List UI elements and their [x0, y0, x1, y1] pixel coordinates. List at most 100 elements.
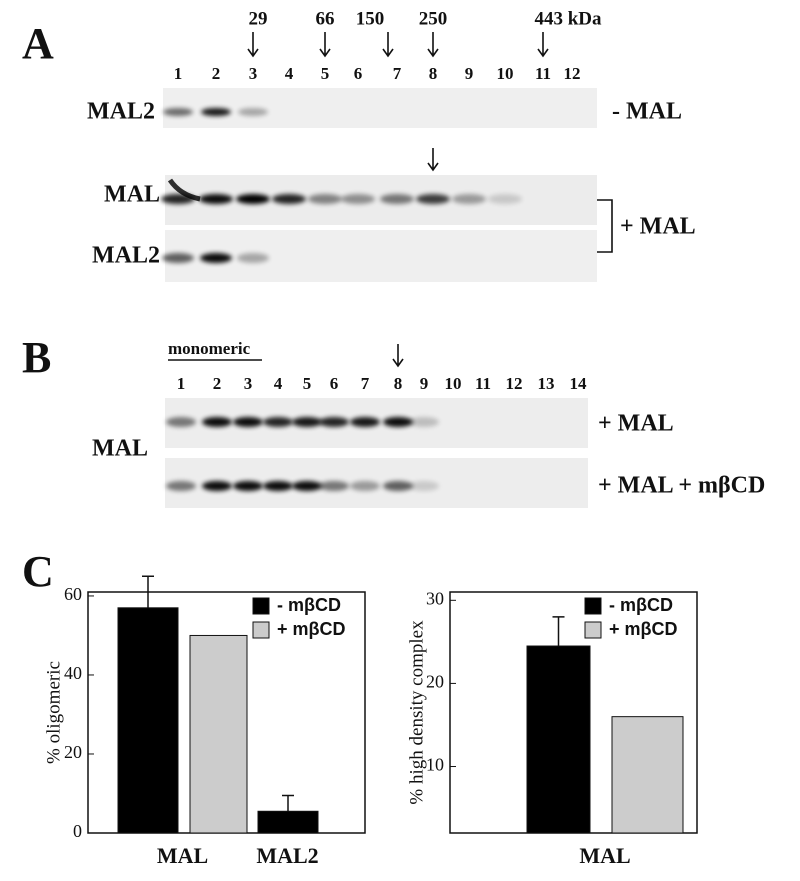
- monomeric-label: monomeric: [168, 339, 251, 358]
- band: [350, 481, 380, 491]
- y-tick-label: 10: [426, 755, 444, 775]
- blot: [165, 230, 597, 282]
- condition-label: + MAL + mβCD: [598, 473, 765, 499]
- band: [202, 481, 232, 491]
- y-tick-label: 40: [64, 663, 82, 683]
- band: [202, 417, 232, 427]
- error-bar: [282, 794, 294, 812]
- lane-label: 10: [445, 374, 462, 393]
- band: [409, 417, 439, 427]
- band: [409, 481, 439, 491]
- error-bar: [552, 616, 565, 647]
- band: [162, 253, 194, 263]
- legend-swatch: [584, 597, 602, 615]
- legend-label: - mβCD: [277, 595, 341, 615]
- band: [201, 108, 231, 116]
- band: [233, 417, 263, 427]
- band: [163, 108, 193, 116]
- y-axis-title: % high density complex: [406, 620, 427, 805]
- lane-label: 10: [497, 64, 514, 83]
- band: [383, 417, 413, 427]
- marker-label: 250: [419, 8, 448, 29]
- panel-label: A: [22, 19, 54, 68]
- condition-label: - MAL: [612, 99, 682, 125]
- lane-label: 6: [330, 374, 339, 393]
- lane-label: 11: [475, 374, 491, 393]
- y-axis-title: % oligomeric: [43, 661, 64, 764]
- bar: [526, 645, 591, 834]
- marker-label: 29: [249, 8, 268, 29]
- arrow: [427, 148, 439, 172]
- panel-label: C: [22, 547, 54, 596]
- row-label: MAL: [104, 182, 160, 208]
- y-tick-label: 30: [426, 588, 444, 608]
- legend-swatch: [584, 621, 602, 639]
- legend-label: - mβCD: [609, 595, 673, 615]
- legend-label: + mβCD: [277, 619, 346, 639]
- arrow: [382, 32, 394, 58]
- y-tick-label: 0: [73, 821, 82, 841]
- band: [383, 481, 413, 491]
- bar: [611, 716, 684, 834]
- blot: [163, 88, 597, 128]
- band: [350, 417, 380, 427]
- x-tick-label: MAL: [579, 843, 630, 868]
- band: [200, 253, 232, 263]
- y-tick-label: 20: [426, 672, 444, 692]
- lane-label: 4: [285, 64, 294, 83]
- band: [416, 194, 450, 204]
- lane-label: 2: [213, 374, 222, 393]
- panel-label: B: [22, 333, 51, 382]
- bar: [257, 810, 319, 834]
- band: [292, 417, 322, 427]
- lane-label: 7: [393, 64, 402, 83]
- condition-label: + MAL: [620, 214, 696, 240]
- lane-label: 3: [244, 374, 253, 393]
- arrow: [247, 32, 259, 58]
- marker-label: 150: [356, 8, 385, 29]
- row-label: MAL2: [92, 243, 160, 269]
- band: [308, 194, 342, 204]
- band: [166, 417, 196, 427]
- bracket: [597, 199, 613, 253]
- band: [292, 481, 322, 491]
- bar: [189, 634, 248, 834]
- band: [319, 481, 349, 491]
- band: [488, 194, 522, 204]
- band: [166, 481, 196, 491]
- lane-label: 8: [429, 64, 438, 83]
- lane-label: 2: [212, 64, 221, 83]
- arrow: [427, 32, 439, 58]
- lane-label: 13: [538, 374, 555, 393]
- band: [263, 417, 293, 427]
- y-tick-label: 60: [64, 584, 82, 604]
- lane-label: 3: [249, 64, 258, 83]
- legend-swatch: [252, 621, 270, 639]
- band: [263, 481, 293, 491]
- condition-label: + MAL: [598, 411, 674, 437]
- band: [272, 194, 306, 204]
- legend-swatch: [252, 597, 270, 615]
- band: [236, 194, 270, 204]
- x-tick-label: MAL: [157, 843, 208, 868]
- legend-label: + mβCD: [609, 619, 678, 639]
- arrow: [392, 344, 404, 368]
- band: [452, 194, 486, 204]
- lane-label: 8: [394, 374, 403, 393]
- lane-label: 6: [354, 64, 363, 83]
- band: [237, 253, 269, 263]
- marker-label: 66: [316, 8, 335, 29]
- lane-label: 4: [274, 374, 283, 393]
- lane-label: 7: [361, 374, 370, 393]
- lane-label: 5: [303, 374, 312, 393]
- lane-label: 14: [570, 374, 588, 393]
- error-bar: [142, 575, 154, 608]
- band: [238, 108, 268, 116]
- lane-label: 9: [465, 64, 474, 83]
- band: [233, 481, 263, 491]
- bar: [117, 607, 179, 834]
- lane-label: 5: [321, 64, 330, 83]
- x-tick-label: MAL2: [256, 843, 318, 868]
- lane-label: 1: [174, 64, 183, 83]
